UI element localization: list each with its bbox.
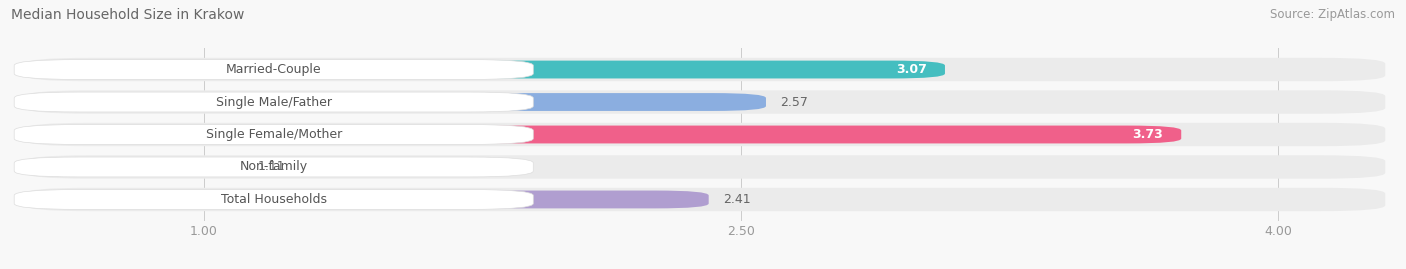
FancyBboxPatch shape (25, 123, 1385, 146)
FancyBboxPatch shape (25, 90, 1385, 114)
Text: Median Household Size in Krakow: Median Household Size in Krakow (11, 8, 245, 22)
FancyBboxPatch shape (25, 158, 243, 176)
FancyBboxPatch shape (14, 190, 533, 209)
Text: Single Female/Mother: Single Female/Mother (205, 128, 342, 141)
FancyBboxPatch shape (14, 157, 533, 177)
FancyBboxPatch shape (25, 61, 945, 79)
Text: Total Households: Total Households (221, 193, 326, 206)
Text: 1.11: 1.11 (257, 161, 285, 174)
Text: Married-Couple: Married-Couple (226, 63, 322, 76)
Text: 3.07: 3.07 (896, 63, 927, 76)
FancyBboxPatch shape (25, 126, 1181, 143)
FancyBboxPatch shape (14, 60, 533, 79)
FancyBboxPatch shape (25, 58, 1385, 81)
FancyBboxPatch shape (25, 190, 709, 208)
Text: 2.57: 2.57 (780, 95, 808, 108)
Text: Source: ZipAtlas.com: Source: ZipAtlas.com (1270, 8, 1395, 21)
Text: Single Male/Father: Single Male/Father (215, 95, 332, 108)
FancyBboxPatch shape (25, 155, 1385, 179)
FancyBboxPatch shape (14, 125, 533, 144)
FancyBboxPatch shape (14, 92, 533, 112)
FancyBboxPatch shape (25, 188, 1385, 211)
Text: 2.41: 2.41 (723, 193, 751, 206)
FancyBboxPatch shape (25, 93, 766, 111)
Text: 3.73: 3.73 (1133, 128, 1163, 141)
Text: Non-family: Non-family (239, 161, 308, 174)
